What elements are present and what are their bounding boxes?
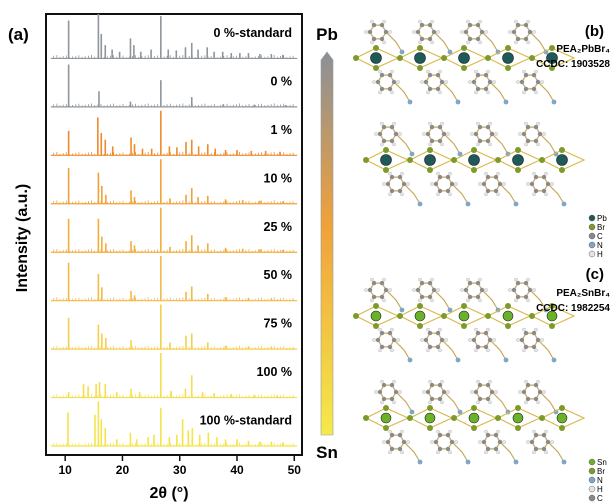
organic-cation xyxy=(516,69,557,105)
organic-cation xyxy=(508,277,549,313)
organic-cation xyxy=(470,379,511,415)
legend-label: Pb xyxy=(597,214,607,223)
organic-cation xyxy=(420,327,461,363)
xrd-pattern: 100 % xyxy=(50,352,298,399)
xrd-pattern: 0 %-standard xyxy=(50,13,298,60)
inorganic-layer xyxy=(353,45,576,71)
series-label: 0 % xyxy=(270,74,292,88)
x-tick-label: 20 xyxy=(116,463,130,477)
colorbar xyxy=(320,51,334,436)
organic-cation xyxy=(468,69,509,105)
xrd-pattern: 75 % xyxy=(50,304,298,350)
x-axis-ticks: 10 20 30 40 50 xyxy=(59,455,302,477)
panel-c-ccdc: CCDC: 1982254 xyxy=(536,303,610,314)
series-label: 0 %-standard xyxy=(214,26,293,40)
x-tick-label: 10 xyxy=(59,463,73,477)
legend-label: H xyxy=(597,250,603,259)
organic-cation xyxy=(422,379,463,415)
xrd-pattern: 100 %-standard xyxy=(50,401,298,447)
inorganic-layer xyxy=(353,303,576,329)
xrd-pattern: 25 % xyxy=(50,207,298,253)
organic-cation xyxy=(468,327,509,363)
series-label: 25 % xyxy=(264,220,293,234)
panel-a-label: (a) xyxy=(8,25,29,44)
inorganic-layer xyxy=(363,405,586,431)
organic-cation xyxy=(382,171,423,207)
crystal-structure-sn xyxy=(353,277,586,465)
series-label: 75 % xyxy=(264,317,293,331)
legend-label: H xyxy=(597,485,603,494)
organic-cation xyxy=(526,171,567,207)
legend-swatch xyxy=(588,467,596,475)
organic-cation xyxy=(430,429,471,465)
series-label: 10 % xyxy=(264,171,293,185)
legend-swatch xyxy=(588,214,596,222)
legend-label: Sn xyxy=(597,458,607,467)
legend-label: C xyxy=(597,232,603,241)
organic-cation xyxy=(430,171,471,207)
legend-label: Br xyxy=(597,467,605,476)
legend-swatch xyxy=(588,232,596,240)
organic-cation xyxy=(374,121,415,157)
organic-cation xyxy=(420,69,461,105)
organic-cation xyxy=(460,277,501,313)
legend-swatch xyxy=(588,494,596,502)
x-axis-label: 2θ (°) xyxy=(149,485,188,502)
crystal-structure-pb xyxy=(353,19,586,207)
organic-cation xyxy=(364,19,405,55)
legend-label: C xyxy=(597,494,603,503)
xrd-patterns: 0 %-standard 0 % 1 % 10 % 25 % 50 % 75 % 100 % 1… xyxy=(50,13,298,447)
legend-swatch xyxy=(588,458,596,466)
organic-cation xyxy=(460,19,501,55)
series-label: 1 % xyxy=(270,123,292,137)
series-label: 50 % xyxy=(264,268,293,282)
organic-cation xyxy=(412,19,453,55)
xrd-pattern: 50 % xyxy=(50,256,298,302)
organic-cation xyxy=(516,327,557,363)
y-axis-label: Intensity (a.u.) xyxy=(14,184,31,292)
legend-swatch xyxy=(588,250,596,258)
organic-cation xyxy=(364,277,405,313)
organic-cation xyxy=(372,327,413,363)
x-tick-label: 50 xyxy=(288,463,302,477)
legend-swatch xyxy=(588,476,596,484)
panel-b-label: (b) xyxy=(585,23,604,40)
organic-cation xyxy=(518,121,559,157)
x-tick-label: 40 xyxy=(230,463,244,477)
organic-cation xyxy=(372,69,413,105)
organic-cation xyxy=(382,429,423,465)
x-tick-label: 30 xyxy=(173,463,187,477)
organic-cation xyxy=(478,171,519,207)
colorbar-top-label: Pb xyxy=(316,25,338,44)
legend-label: N xyxy=(597,241,603,250)
organic-cation xyxy=(412,277,453,313)
panel-b-ccdc: CCDC: 1903528 xyxy=(536,59,610,70)
organic-cation xyxy=(508,19,549,55)
panel-b-formula: PEA₂PbBr₄ xyxy=(556,44,610,55)
legend-label: Br xyxy=(597,223,605,232)
plot-frame xyxy=(45,13,303,456)
inorganic-layer xyxy=(363,147,586,173)
xrd-pattern: 10 % xyxy=(50,159,298,205)
colorbar-bottom-label: Sn xyxy=(316,443,338,462)
organic-cation xyxy=(470,121,511,157)
organic-cation xyxy=(478,429,519,465)
organic-cation xyxy=(518,379,559,415)
legend-swatch xyxy=(588,223,596,231)
xrd-pattern: 0 % xyxy=(50,64,298,108)
organic-cation xyxy=(422,121,463,157)
series-label: 100 %-standard xyxy=(200,414,292,428)
xrd-pattern: 1 % xyxy=(50,110,298,156)
organic-cation xyxy=(526,429,567,465)
series-label: 100 % xyxy=(257,365,292,379)
legend-label: N xyxy=(597,476,603,485)
organic-cation xyxy=(374,379,415,415)
legend-swatch xyxy=(588,485,596,493)
panel-c-label: (c) xyxy=(586,266,604,283)
legend-swatch xyxy=(588,241,596,249)
panel-c-formula: PEA₂SnBr₄ xyxy=(556,288,610,299)
